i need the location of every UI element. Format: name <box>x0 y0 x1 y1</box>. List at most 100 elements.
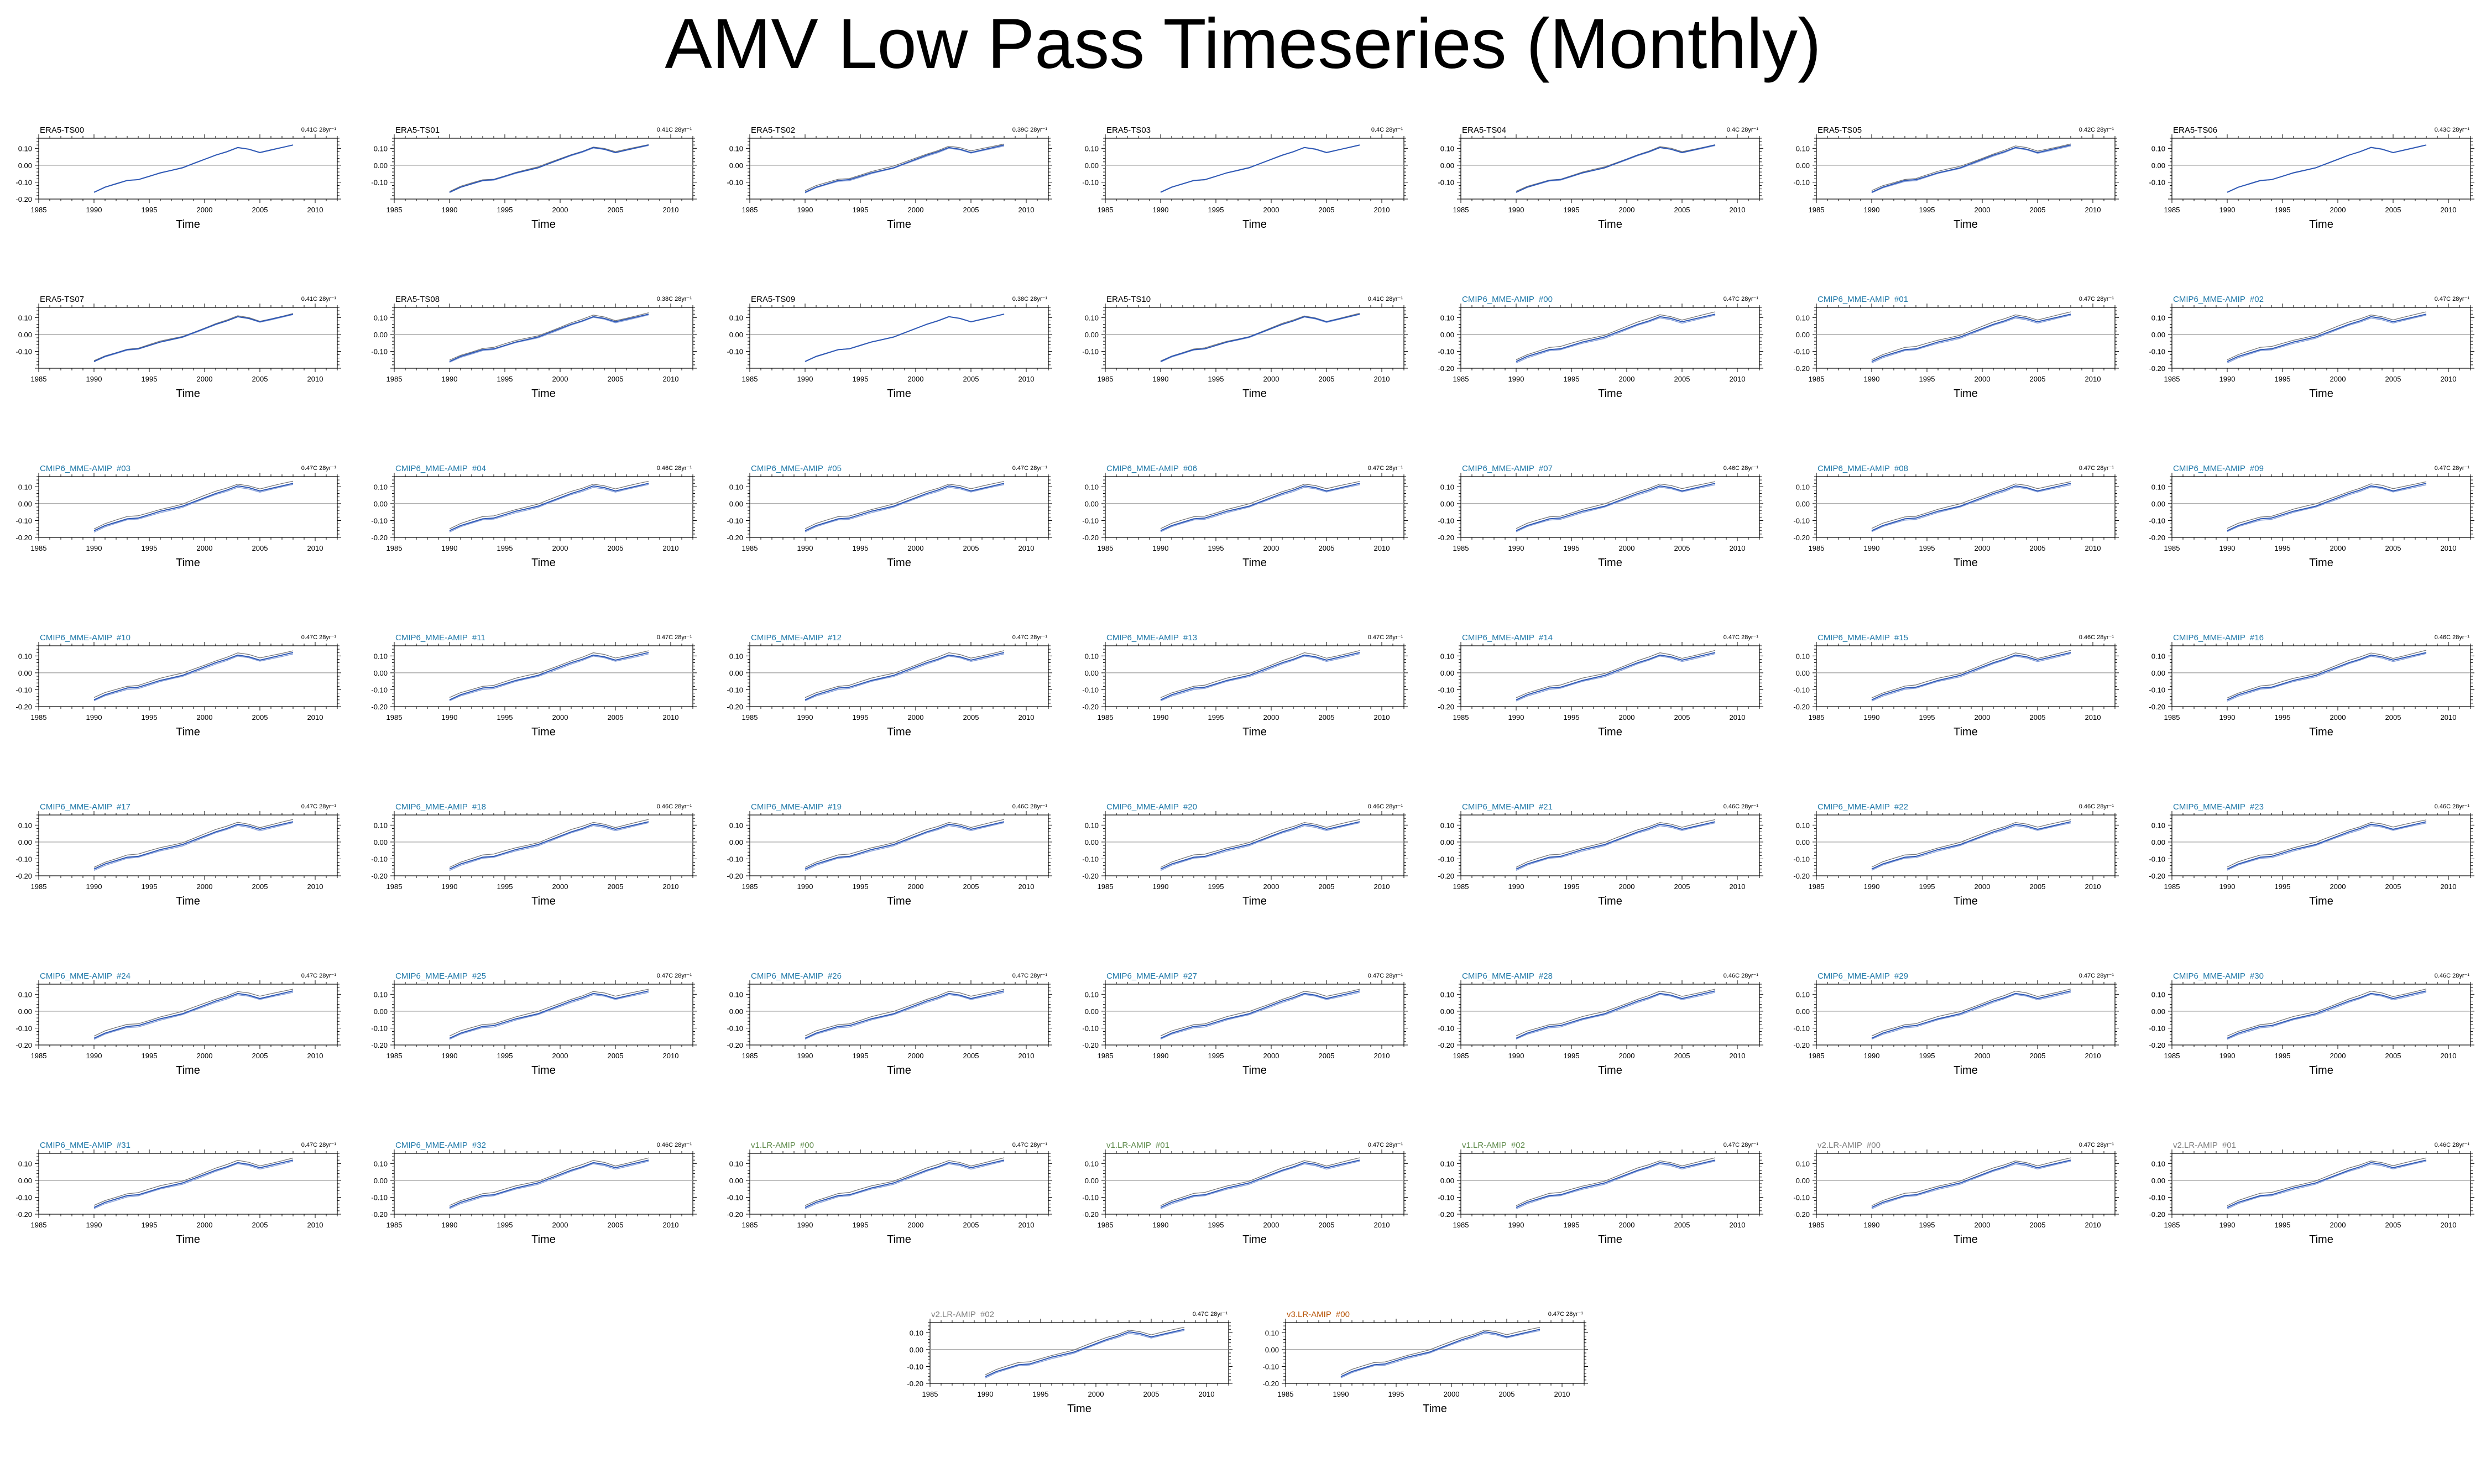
y-tick-label: -0.20 <box>371 534 388 542</box>
x-tick-label: 1995 <box>1564 544 1580 552</box>
series-line-ensemble <box>93 1161 294 1209</box>
y-tick-label: -0.20 <box>1793 703 1810 711</box>
y-tick-label: -0.10 <box>1082 178 1099 186</box>
x-tick-label: 1985 <box>2164 1052 2180 1060</box>
x-axis-label: Time <box>887 726 911 738</box>
x-tick-label: 1995 <box>2275 544 2291 552</box>
y-tick-label: -0.10 <box>1082 1024 1099 1032</box>
x-tick-label: 1985 <box>742 882 758 891</box>
x-tick-label: 1990 <box>1508 206 1524 214</box>
x-tick-label: 1985 <box>742 713 758 722</box>
x-tick-label: 2005 <box>252 544 268 552</box>
panel-title: CMIP6_MME-AMIP #31 <box>40 1141 130 1150</box>
chart-panel: CMIP6_MME-AMIP #28 0.46C 28yr⁻¹ 1985 1990 19… <box>1422 962 1763 1122</box>
x-tick-label: 1995 <box>497 375 513 383</box>
trend-label: 0.47C 28yr⁻¹ <box>1012 973 1048 979</box>
panel-title: CMIP6_MME-AMIP #24 <box>40 971 130 981</box>
x-tick-label: 1990 <box>442 1052 458 1060</box>
y-tick-label: -0.10 <box>2149 855 2165 863</box>
x-tick-label: 1985 <box>2164 544 2180 552</box>
x-axis-label: Time <box>176 1064 200 1077</box>
y-tick-label: 0.00 <box>1796 1007 1810 1016</box>
chart-svg: CMIP6_MME-AMIP #23 0.46C 28yr⁻¹ 1985 1990 19… <box>2149 802 2474 907</box>
x-tick-label: 1995 <box>853 882 869 891</box>
chart-svg: CMIP6_MME-AMIP #30 0.46C 28yr⁻¹ 1985 1990 19… <box>2149 971 2474 1077</box>
x-tick-label: 1985 <box>387 882 403 891</box>
chart-panel: CMIP6_MME-AMIP #24 0.47C 28yr⁻¹ 1985 1990 19… <box>0 962 341 1122</box>
series-line-main <box>805 144 1005 193</box>
panel-title: CMIP6_MME-AMIP #09 <box>2173 464 2264 473</box>
series-line-secondary <box>93 650 294 698</box>
x-tick-label: 1985 <box>387 1052 403 1060</box>
x-tick-label: 2000 <box>197 544 213 552</box>
panel-title: CMIP6_MME-AMIP #11 <box>395 633 485 642</box>
x-tick-label: 2005 <box>2030 206 2046 214</box>
y-tick-label: -0.10 <box>371 855 388 863</box>
series-line-ensemble <box>1516 484 1716 532</box>
y-tick-label: -0.10 <box>2149 178 2165 186</box>
x-tick-label: 1990 <box>442 375 458 383</box>
x-tick-label: 2000 <box>1619 713 1635 722</box>
chart-panel: ERA5-TS10 0.41C 28yr⁻¹ 1985 1990 1995 2000 200… <box>1067 285 1408 446</box>
series-line-ensemble <box>1871 145 2071 194</box>
x-axis-label: Time <box>1954 726 1978 738</box>
chart-svg: ERA5-TS05 0.42C 28yr⁻¹ 1985 1990 1995 2000 200… <box>1793 126 2119 231</box>
y-tick-label: -0.10 <box>371 686 388 694</box>
y-tick-label: 0.00 <box>18 161 32 170</box>
x-tick-label: 1995 <box>1564 375 1580 383</box>
plot-frame <box>1460 645 1760 707</box>
series-line-secondary <box>1160 650 1360 698</box>
panel-title: CMIP6_MME-AMIP #27 <box>1106 971 1197 981</box>
panel-title: CMIP6_MME-AMIP #16 <box>2173 633 2264 642</box>
x-tick-label: 2005 <box>2385 882 2401 891</box>
x-tick-label: 2005 <box>963 206 979 214</box>
chart-svg: CMIP6_MME-AMIP #05 0.47C 28yr⁻¹ 1985 1990 19… <box>727 464 1052 569</box>
series-line-secondary <box>449 819 649 868</box>
x-tick-label: 1995 <box>1208 882 1224 891</box>
series-line-secondary <box>2227 650 2427 698</box>
plot-frame <box>1460 307 1760 369</box>
y-tick-label: 0.10 <box>18 483 32 491</box>
series-line-ensemble <box>1516 822 1716 871</box>
y-tick-label: -0.20 <box>1793 364 1810 373</box>
series-line-secondary <box>805 989 1005 1037</box>
plot-frame <box>1460 138 1760 200</box>
chart-svg: CMIP6_MME-AMIP #25 0.47C 28yr⁻¹ 1985 1990 19… <box>371 971 697 1077</box>
x-tick-label: 2005 <box>252 1221 268 1229</box>
plot-frame <box>1105 138 1404 200</box>
x-tick-label: 2010 <box>2441 713 2457 722</box>
chart-panel: CMIP6_MME-AMIP #32 0.46C 28yr⁻¹ 1985 1990 19… <box>356 1131 697 1292</box>
x-tick-label: 2000 <box>197 375 213 383</box>
series-line-ensemble <box>2227 484 2427 532</box>
panel-title: CMIP6_MME-AMIP #08 <box>1818 464 1908 473</box>
chart-svg: CMIP6_MME-AMIP #09 0.47C 28yr⁻¹ 1985 1990 19… <box>2149 464 2474 569</box>
x-tick-label: 2010 <box>1730 1052 1746 1060</box>
x-tick-label: 2010 <box>2085 882 2101 891</box>
x-tick-label: 2010 <box>2085 375 2101 383</box>
x-tick-label: 1990 <box>2219 206 2236 214</box>
x-tick-label: 1990 <box>86 1052 102 1060</box>
chart-panel: CMIP6_MME-AMIP #14 0.47C 28yr⁻¹ 1985 1990 19… <box>1422 624 1763 784</box>
y-tick-label: -0.20 <box>15 195 32 203</box>
x-axis-label: Time <box>1242 557 1267 569</box>
series-line-secondary <box>1871 989 2071 1037</box>
x-tick-label: 1995 <box>497 713 513 722</box>
y-tick-label: 0.00 <box>374 669 388 677</box>
series-line-ensemble <box>1871 484 2071 532</box>
x-tick-label: 2000 <box>197 713 213 722</box>
x-tick-label: 1990 <box>86 206 102 214</box>
x-tick-label: 2005 <box>963 1052 979 1060</box>
x-tick-label: 1985 <box>1453 882 1469 891</box>
chart-panel: CMIP6_MME-AMIP #17 0.47C 28yr⁻¹ 1985 1990 19… <box>0 793 341 953</box>
trend-label: 0.46C 28yr⁻¹ <box>657 465 692 472</box>
x-tick-label: 1985 <box>387 544 403 552</box>
x-tick-label: 1990 <box>86 713 102 722</box>
panel-title: CMIP6_MME-AMIP #03 <box>40 464 130 473</box>
chart-panel: CMIP6_MME-AMIP #20 0.46C 28yr⁻¹ 1985 1990 19… <box>1067 793 1408 953</box>
y-tick-label: -0.10 <box>1793 178 1810 186</box>
y-tick-label: 0.10 <box>2151 144 2165 153</box>
x-tick-label: 1990 <box>2219 375 2236 383</box>
x-tick-label: 2000 <box>1975 375 1991 383</box>
plot-frame <box>2171 645 2471 707</box>
x-tick-label: 1990 <box>86 375 102 383</box>
